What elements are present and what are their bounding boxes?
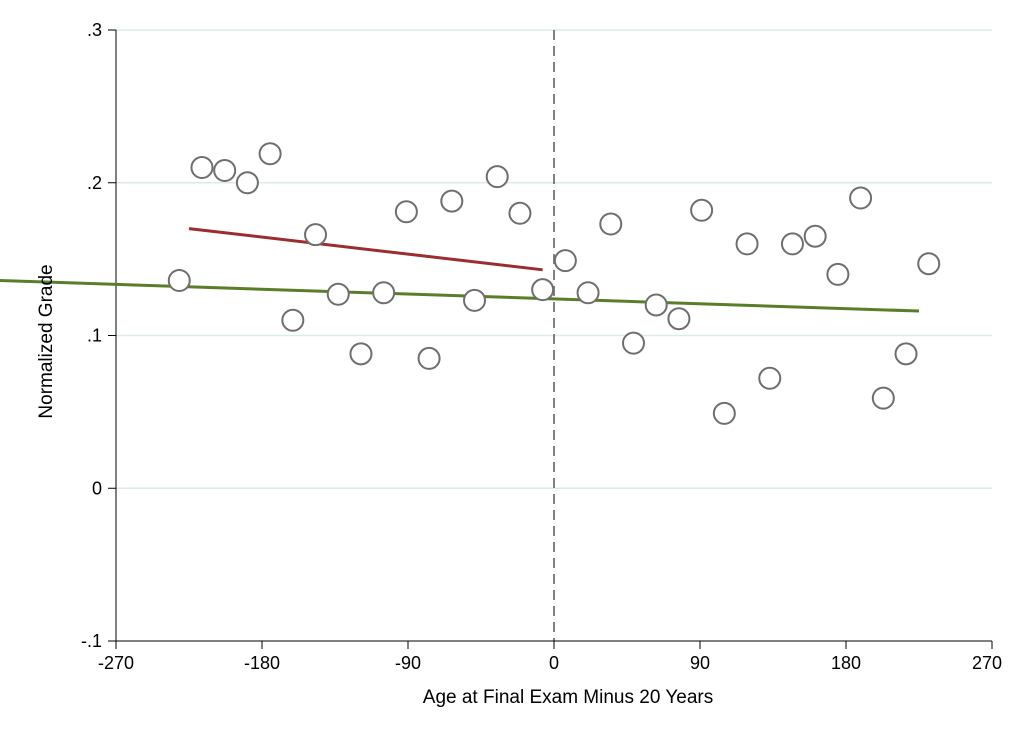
data-point-22 [667,307,691,331]
data-point-27 [780,232,804,256]
data-point-10 [394,200,418,224]
data-point-12 [440,189,464,213]
data-point-5 [281,308,305,332]
data-point-2 [213,159,237,183]
x-tick-label-6: 270 [972,653,1002,673]
data-point-29 [826,262,850,286]
data-point-19 [599,212,623,236]
x-axis-label: Age at Final Exam Minus 20 Years [423,687,713,708]
data-point-15 [508,201,532,225]
data-point-25 [735,232,759,256]
data-point-16 [531,278,555,302]
data-point-8 [349,342,373,366]
x-tick-label-4: 90 [690,653,710,673]
y-tick-label-1: 0 [92,478,102,498]
data-point-32 [894,342,918,366]
axes: -.1 0 .1 .2 .3 -270 -180 -90 0 90 180 270 [81,20,1002,673]
fit-line-0 [188,227,543,272]
data-point-30 [849,186,873,210]
data-point-26 [758,366,782,390]
data-point-28 [803,224,827,248]
x-tick-label-0: -270 [98,653,134,673]
y-tick-label-3: .2 [87,173,102,193]
y-tick-label-2: .1 [87,326,102,346]
data-point-11 [417,346,441,370]
axis-labels: Age at Final Exam Minus 20 Years Normali… [36,264,713,708]
data-point-20 [621,331,645,355]
data-point-23 [690,198,714,222]
data-point-33 [917,252,941,276]
data-point-1 [190,155,214,179]
x-tick-label-5: 180 [831,653,861,673]
x-tick-label-3: 0 [549,653,559,673]
data-point-13 [463,288,487,312]
fit-line-1 [0,279,920,313]
data-point-14 [485,165,509,189]
data-point-21 [644,293,668,317]
data-point-24 [712,401,736,425]
x-tick-label-2: -90 [395,653,421,673]
data-point-4 [258,142,282,166]
data-point-0 [167,269,191,293]
x-tick-label-1: -180 [244,653,280,673]
data-point-17 [553,249,577,273]
y-axis-label: Normalized Grade [36,264,57,418]
data-point-31 [871,386,895,410]
data-point-7 [326,282,350,306]
y-tick-label-0: -.1 [81,631,102,651]
data-point-9 [372,281,396,305]
y-tick-label-4: .3 [87,20,102,40]
data-point-6 [304,223,328,247]
data-point-18 [576,281,600,305]
fit-lines [0,227,920,313]
data-point-3 [235,171,259,195]
data-points [167,142,941,425]
